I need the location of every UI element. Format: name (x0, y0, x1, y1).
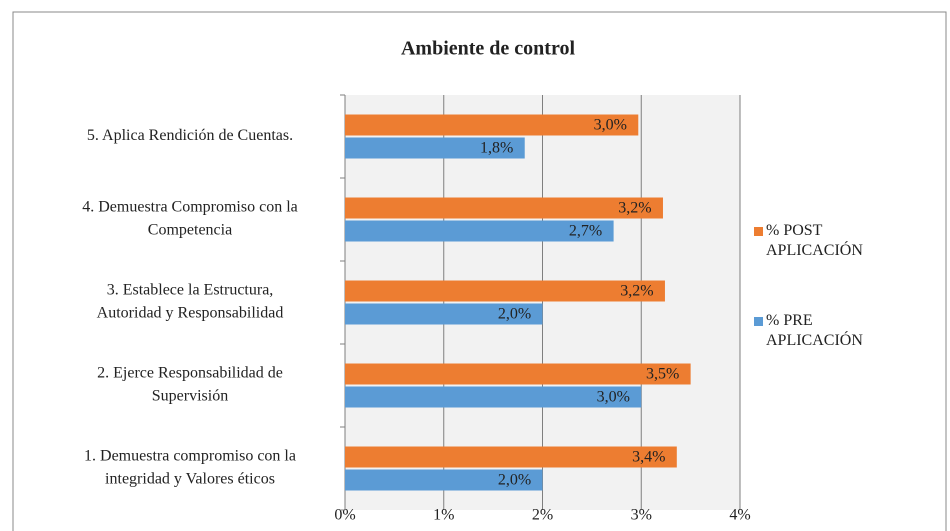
x-tick-label: 0% (334, 507, 355, 524)
x-tick-label: 2% (532, 507, 553, 524)
y-tick-label: 1. Demuestra compromiso con la (84, 448, 296, 465)
legend-swatch (754, 317, 763, 326)
bar (345, 137, 525, 159)
y-tick-label: Supervisión (152, 388, 228, 405)
value-label: 2,7% (569, 223, 602, 240)
bar (345, 446, 677, 468)
y-tick-label: 2. Ejerce Responsabilidad de (97, 365, 283, 382)
x-tick-label: 3% (631, 507, 652, 524)
chart-title: Ambiente de control (401, 38, 575, 60)
bar (345, 197, 663, 219)
bar (345, 363, 691, 385)
bar (345, 280, 665, 302)
value-label: 3,0% (597, 389, 630, 406)
y-tick-label: 5. Aplica Rendición de Cuentas. (87, 127, 293, 144)
y-tick-label: 4. Demuestra Compromiso con la (82, 199, 298, 216)
bar (345, 386, 642, 408)
bar (345, 220, 614, 242)
legend-swatch (754, 227, 763, 236)
bar (345, 469, 543, 491)
x-tick-label: 4% (729, 507, 750, 524)
value-label: 1,8% (480, 140, 513, 157)
y-tick-label: Autoridad y Responsabilidad (97, 305, 284, 322)
y-tick-label: 3. Establece la Estructura, (107, 282, 274, 299)
legend-label: % PRE APLICACIÓN (766, 312, 863, 349)
bar (345, 303, 543, 325)
legend-label: % POST APLICACIÓN (766, 222, 863, 259)
y-tick-label: Competencia (148, 222, 232, 239)
value-label: 3,5% (646, 366, 679, 383)
bar (345, 114, 639, 136)
x-tick-label: 1% (433, 507, 454, 524)
value-label: 2,0% (498, 306, 531, 323)
value-label: 3,2% (618, 200, 651, 217)
value-label: 3,4% (632, 449, 665, 466)
value-label: 2,0% (498, 472, 531, 489)
value-label: 3,2% (620, 283, 653, 300)
value-label: 3,0% (594, 117, 627, 134)
y-tick-label: integridad y Valores éticos (105, 471, 275, 488)
